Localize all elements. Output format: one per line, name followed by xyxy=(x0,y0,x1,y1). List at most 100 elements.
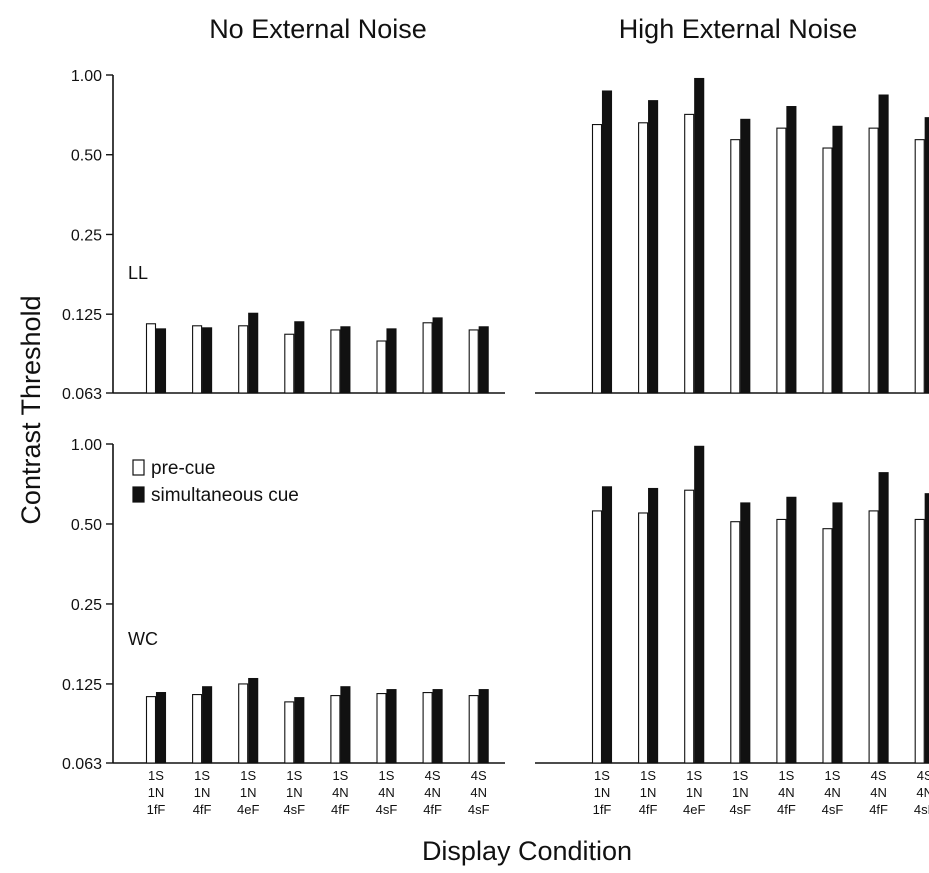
bar-pre-cue xyxy=(192,694,203,764)
bar-simultaneous-cue xyxy=(740,502,751,764)
y-tick-label: 0.063 xyxy=(62,756,102,773)
bar-simultaneous-cue xyxy=(386,689,397,764)
category-label: 1S xyxy=(640,768,656,783)
bar-simultaneous-cue xyxy=(786,496,797,764)
bar-simultaneous-cue xyxy=(740,118,751,394)
bar-pre-cue xyxy=(776,127,787,394)
panel-label: WC xyxy=(128,629,158,649)
y-tick-label: 1.00 xyxy=(71,68,102,85)
bar-pre-cue xyxy=(638,512,649,764)
bar-pre-cue xyxy=(284,701,295,764)
category-label: 4sF xyxy=(914,802,929,817)
category-label: 4sF xyxy=(729,802,751,817)
category-label: 4N xyxy=(424,785,441,800)
bar-simultaneous-cue xyxy=(432,689,443,764)
panel-wc-no-noise: 0.063 0.125 0.25 0.50 1.00 WC 1S 1N 1fF 1S 1N 4fF 1S… xyxy=(62,437,505,817)
bar-simultaneous-cue xyxy=(924,493,929,764)
bar-simultaneous-cue xyxy=(648,487,659,764)
bar-pre-cue xyxy=(684,489,695,764)
bar-pre-cue xyxy=(422,692,433,764)
category-label: 4S xyxy=(917,768,929,783)
bar-simultaneous-cue xyxy=(155,328,167,394)
category-label: 1S xyxy=(594,768,610,783)
bar-pre-cue xyxy=(822,528,833,764)
bar-simultaneous-cue xyxy=(202,327,213,394)
bar-simultaneous-cue xyxy=(294,321,305,394)
y-tick-label: 0.50 xyxy=(71,148,102,165)
category-label: 4eF xyxy=(237,802,259,817)
legend-label-pre-cue: pre-cue xyxy=(151,458,215,479)
category-label: 4sF xyxy=(468,802,490,817)
bar-pre-cue xyxy=(868,510,879,764)
y-axis-title: Contrast Threshold xyxy=(16,295,46,524)
category-label: 1N xyxy=(594,785,611,800)
y-tick-label: 0.50 xyxy=(71,517,102,534)
bar-pre-cue xyxy=(238,683,249,764)
category-label: 1N xyxy=(732,785,749,800)
category-label: 1S xyxy=(286,768,302,783)
bar-simultaneous-cue xyxy=(832,125,843,394)
bar-pre-cue xyxy=(914,139,925,394)
category-label: 4S xyxy=(871,768,887,783)
bar-pre-cue xyxy=(468,329,479,394)
bar-pre-cue xyxy=(330,695,341,764)
column-title-right: High External Noise xyxy=(619,14,858,44)
category-label: 4fF xyxy=(777,802,796,817)
bar-pre-cue xyxy=(422,322,433,394)
category-label: 1N xyxy=(194,785,211,800)
bar-simultaneous-cue xyxy=(340,686,351,764)
y-tick-label: 0.25 xyxy=(71,597,102,614)
bar-pre-cue xyxy=(868,127,879,394)
bar-simultaneous-cue xyxy=(878,472,889,764)
bar-simultaneous-cue xyxy=(155,692,167,764)
category-label: 1N xyxy=(686,785,703,800)
category-label: 1N xyxy=(286,785,303,800)
y-tick-label: 0.25 xyxy=(71,227,102,244)
column-title-left: No External Noise xyxy=(209,14,427,44)
bar-pre-cue xyxy=(376,340,387,394)
y-tick-label: 0.125 xyxy=(62,677,102,694)
category-label: 4N xyxy=(870,785,887,800)
category-label: 1N xyxy=(240,785,257,800)
category-label: 4fF xyxy=(331,802,350,817)
bar-simultaneous-cue xyxy=(924,117,929,394)
category-label: 4eF xyxy=(683,802,705,817)
bar-simultaneous-cue xyxy=(386,328,397,394)
bar-simultaneous-cue xyxy=(432,317,443,394)
category-label: 4fF xyxy=(639,802,658,817)
category-label: 1S xyxy=(332,768,348,783)
bar-simultaneous-cue xyxy=(648,100,659,394)
category-label: 1S xyxy=(732,768,748,783)
category-label: 4N xyxy=(916,785,929,800)
category-label: 4N xyxy=(470,785,487,800)
bar-pre-cue xyxy=(192,325,203,394)
category-label: 4N xyxy=(332,785,349,800)
bar-simultaneous-cue xyxy=(478,689,489,764)
legend-label-simultaneous-cue: simultaneous cue xyxy=(151,485,299,506)
panel-wc-high-noise: 1S 1N 1fF 1S 1N 4fF 1S 1N 4eF 1S 1N 4sF 1S 4N 4fF 1S 4N 4… xyxy=(535,445,929,817)
bar-pre-cue xyxy=(591,510,603,764)
legend-swatch-simultaneous-cue xyxy=(132,486,145,503)
bar-simultaneous-cue xyxy=(202,686,213,764)
y-tick-label: 0.063 xyxy=(62,386,102,403)
bar-pre-cue xyxy=(376,693,387,764)
bar-pre-cue xyxy=(284,333,295,394)
category-label: 1S xyxy=(379,768,395,783)
bar-simultaneous-cue xyxy=(601,486,613,764)
category-label: 1S xyxy=(148,768,164,783)
bar-pre-cue xyxy=(145,696,157,764)
panel-ll-high-noise xyxy=(535,77,929,394)
category-label: 1fF xyxy=(147,802,166,817)
category-label: 1N xyxy=(640,785,657,800)
legend-swatch-pre-cue xyxy=(132,459,145,476)
category-label: 4S xyxy=(425,768,441,783)
y-tick-label: 1.00 xyxy=(71,437,102,454)
bar-simultaneous-cue xyxy=(294,697,305,764)
bar-pre-cue xyxy=(145,323,157,394)
category-label: 4sF xyxy=(283,802,305,817)
bar-pre-cue xyxy=(730,139,741,394)
category-label: 4fF xyxy=(869,802,888,817)
bar-pre-cue xyxy=(914,518,925,764)
bar-pre-cue xyxy=(684,113,695,394)
